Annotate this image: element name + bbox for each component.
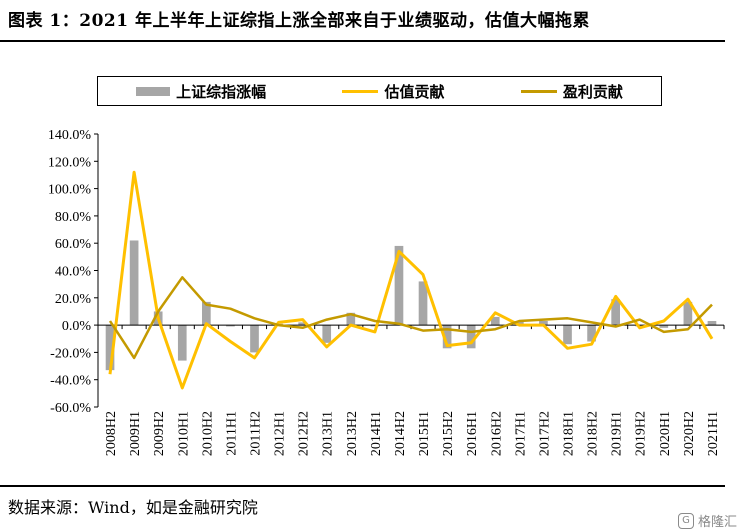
legend-swatch-profit xyxy=(520,89,557,93)
x-tick-label-2012H1: 2012H1 xyxy=(273,411,288,456)
x-tick-label-2014H1: 2014H1 xyxy=(369,411,384,456)
x-tick-label-2017H2: 2017H2 xyxy=(537,411,552,456)
x-tick-label-2014H2: 2014H2 xyxy=(393,411,408,456)
x-tick-label-2013H1: 2013H1 xyxy=(321,411,336,456)
x-tick-label-2020H2: 2020H2 xyxy=(682,411,697,456)
x-tick-label-2018H2: 2018H2 xyxy=(586,411,601,456)
x-tick-label-2015H1: 2015H1 xyxy=(417,411,432,456)
chart-title: 图表 1：2021 年上半年上证综指上涨全部来自于业绩驱动，估值大幅拖累 xyxy=(8,11,590,31)
watermark: G 格隆汇 xyxy=(677,511,737,530)
bar-index-2014H2 xyxy=(394,245,404,326)
x-tick-label-2020H1: 2020H1 xyxy=(658,411,673,456)
y-tick-label: 0.0% xyxy=(62,319,92,334)
chart-legend: 上证综指涨幅 估值贡献 盈利贡献 xyxy=(97,76,662,106)
bar-index-2017H1 xyxy=(515,321,524,326)
y-tick-label: 20.0% xyxy=(55,292,92,307)
bar-index-2015H1 xyxy=(418,281,428,326)
x-tick-label-2016H1: 2016H1 xyxy=(465,411,480,456)
line-profit xyxy=(108,276,713,360)
watermark-text: 格隆汇 xyxy=(697,515,737,530)
y-tick-label: -40.0% xyxy=(50,374,91,389)
bar-index-2015H2 xyxy=(442,325,452,349)
bar-index-2012H2 xyxy=(298,322,307,326)
bar-index-2020H1 xyxy=(659,325,669,328)
legend-label-profit: 盈利贡献 xyxy=(562,82,623,101)
bar-index-2016H2 xyxy=(490,316,500,326)
legend-item-profit: 盈利贡献 xyxy=(520,81,623,102)
y-tick-label: 80.0% xyxy=(55,210,92,225)
y-tick-label: -20.0% xyxy=(50,346,91,361)
bar-index-2010H1 xyxy=(177,325,187,361)
bar-index-2018H2 xyxy=(587,325,596,342)
legend-item-index: 上证综指涨幅 xyxy=(136,81,266,102)
x-tick-label-2021H1: 2021H1 xyxy=(706,411,721,456)
bar-index-2008H2 xyxy=(105,325,115,371)
legend-label-valuation: 估值贡献 xyxy=(384,82,445,101)
bar-index-2019H1 xyxy=(611,299,620,326)
x-tick-label-2012H2: 2012H2 xyxy=(297,411,312,456)
bar-index-2017H2 xyxy=(539,321,548,326)
chart-plot: 140.0% 120.0% 100.0% 80.0% 60.0% 40.0% 20.0% 0.… xyxy=(48,128,725,456)
legend-label-index: 上证综指涨幅 xyxy=(176,82,267,101)
bar-index-2011H2 xyxy=(250,325,259,353)
y-tick-label: 60.0% xyxy=(55,237,92,252)
bar-index-2010H2 xyxy=(202,301,211,326)
x-tick-label-2010H2: 2010H2 xyxy=(200,411,215,456)
bar-index-2011H1 xyxy=(226,325,235,327)
bar-index-2013H2 xyxy=(346,312,356,326)
bar-index-2009H1 xyxy=(129,240,139,326)
x-tick-label-2019H2: 2019H2 xyxy=(634,411,649,456)
bar-index-2021H1 xyxy=(707,321,717,326)
y-tick-label: 120.0% xyxy=(48,155,92,170)
x-tick-label-2009H2: 2009H2 xyxy=(152,411,167,456)
x-tick-label-2019H1: 2019H1 xyxy=(610,411,625,456)
legend-swatch-bar xyxy=(136,86,171,96)
bar-index-2018H1 xyxy=(563,325,572,345)
y-tick-label: 40.0% xyxy=(55,265,92,280)
x-tick-label-2015H2: 2015H2 xyxy=(441,411,456,456)
bar-index-2014H1 xyxy=(370,325,380,327)
x-tick-label-2017H1: 2017H1 xyxy=(513,411,528,456)
x-tick-label-2009H1: 2009H1 xyxy=(128,411,143,456)
bar-index-2013H1 xyxy=(322,325,332,343)
y-tick-label: 100.0% xyxy=(48,183,92,198)
y-tick-label: -60.0% xyxy=(50,401,91,416)
x-tick-label-2013H2: 2013H2 xyxy=(345,411,360,456)
x-tick-label-2016H2: 2016H2 xyxy=(489,411,504,456)
source-note: 数据来源：Wind，如是金融研究院 xyxy=(8,498,258,517)
title-divider xyxy=(0,40,725,42)
bar-index-2016H1 xyxy=(466,325,476,349)
x-tick-label-2011H1: 2011H1 xyxy=(224,411,239,456)
x-tick-label-2018H1: 2018H1 xyxy=(562,411,577,456)
x-tick-label-2011H2: 2011H2 xyxy=(249,411,264,456)
x-tick-label-2010H1: 2010H1 xyxy=(176,411,191,456)
footer-divider xyxy=(0,485,725,487)
line-valuation xyxy=(108,170,714,390)
y-tick-label: 140.0% xyxy=(48,128,92,143)
legend-swatch-valuation xyxy=(342,89,379,93)
bar-index-2020H2 xyxy=(683,301,693,326)
x-tick-label-2008H2: 2008H2 xyxy=(104,411,119,456)
legend-item-valuation: 估值贡献 xyxy=(342,81,445,102)
gelonghui-logo-icon: G xyxy=(677,512,694,529)
